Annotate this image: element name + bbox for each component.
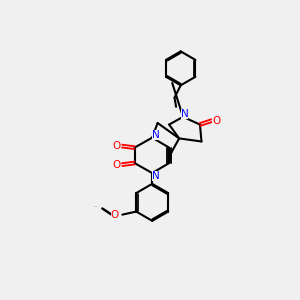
Text: O: O [113, 141, 121, 151]
Text: OMe...: OMe... [94, 206, 99, 207]
Text: N: N [152, 171, 160, 181]
Text: O: O [113, 160, 121, 170]
Text: N: N [181, 109, 188, 119]
Text: O: O [212, 116, 220, 126]
Text: O: O [110, 210, 119, 220]
Text: N: N [152, 130, 160, 140]
